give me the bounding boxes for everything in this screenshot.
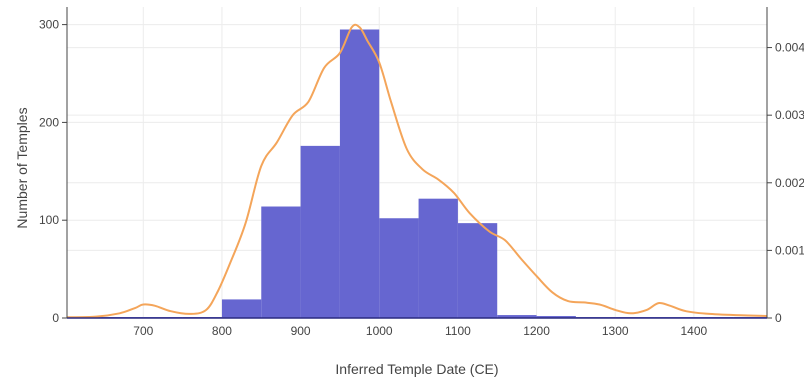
y2-axis-ticks: 0 0.001 0.002 0.003 0.004 — [767, 41, 804, 325]
x-tick-label: 800 — [212, 324, 232, 338]
y2-tick-label: 0 — [775, 311, 782, 325]
histogram-bar — [497, 315, 537, 318]
y2-tick-label: 0.002 — [775, 176, 804, 190]
density-line — [66, 23, 768, 319]
x-tick-label: 1400 — [681, 324, 708, 338]
histogram-bar — [536, 316, 576, 318]
y-tick-label: 300 — [39, 18, 59, 32]
x-tick-label: 1300 — [602, 324, 629, 338]
histogram-bars — [67, 29, 767, 318]
x-tick-label: 1100 — [445, 324, 471, 338]
histogram-bar — [261, 206, 301, 318]
y-axis-ticks: 0 100 200 300 — [39, 18, 67, 325]
x-tick-label: 700 — [133, 324, 153, 338]
histogram-bar — [339, 29, 380, 318]
y2-tick-label: 0.001 — [775, 243, 804, 257]
y-axis-title: Number of Temples — [14, 107, 30, 228]
y-tick-label: 200 — [39, 115, 59, 129]
x-tick-label: 1000 — [366, 324, 393, 338]
histogram-bar — [300, 145, 340, 318]
x-axis-ticks: 700 800 900 1000 1100 1200 1300 1400 — [133, 324, 707, 338]
histogram-bar — [221, 299, 262, 318]
gridlines — [67, 7, 767, 318]
x-tick-label: 1200 — [523, 324, 550, 338]
x-tick-label: 900 — [291, 324, 311, 338]
histogram-bar — [457, 223, 498, 318]
histogram-bar — [418, 198, 458, 318]
y2-tick-label: 0.004 — [775, 41, 804, 55]
histogram-bar — [379, 218, 419, 318]
axes — [66, 7, 768, 319]
x-axis-title: Inferred Temple Date (CE) — [335, 361, 498, 377]
y-tick-label: 100 — [39, 213, 59, 227]
density-curve-layer — [66, 23, 768, 319]
y-tick-label: 0 — [52, 311, 59, 325]
y2-tick-label: 0.003 — [775, 108, 804, 122]
